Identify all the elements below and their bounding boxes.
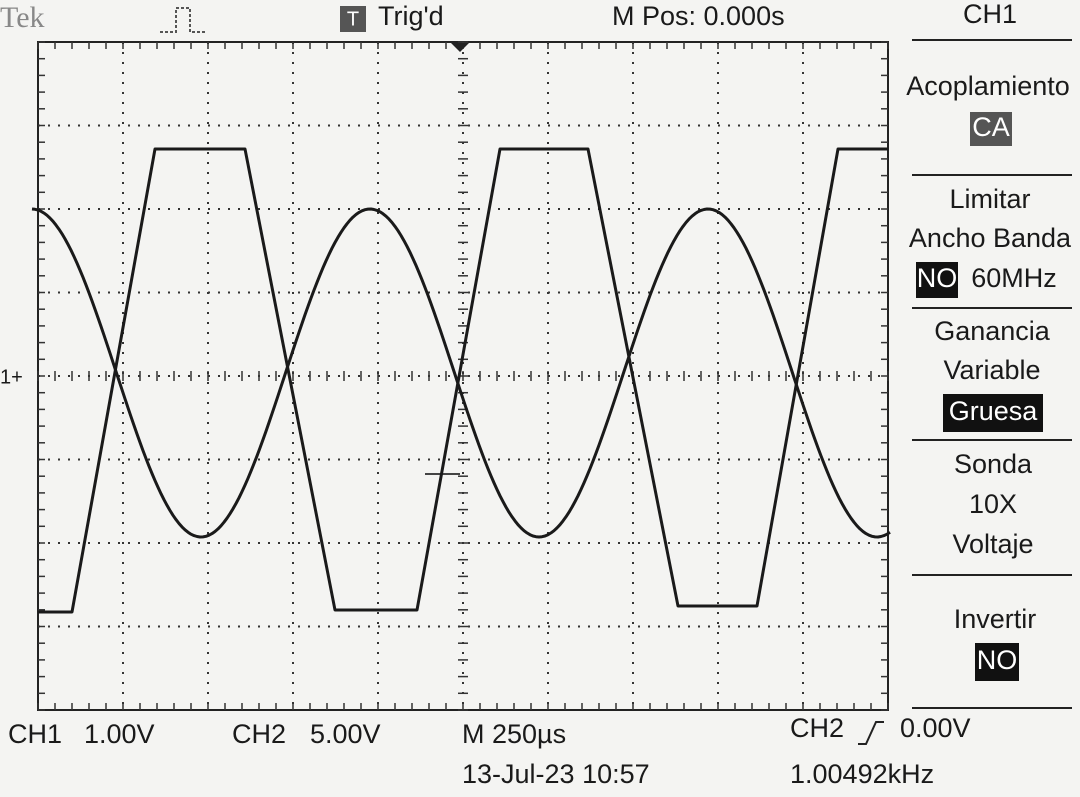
value-box bbox=[975, 643, 1019, 681]
date-time: 13-Jul-23 10:57 bbox=[462, 759, 650, 789]
menu-label[interactable]: 10X bbox=[969, 489, 1017, 519]
value-box bbox=[970, 112, 1012, 146]
brand: Tek bbox=[0, 1, 45, 34]
acquire-icon bbox=[160, 7, 205, 33]
menu-value[interactable]: NO bbox=[917, 263, 958, 293]
trigger-level: 0.00V bbox=[900, 713, 971, 743]
menu-label[interactable]: Voltaje bbox=[952, 529, 1033, 559]
trigger-position-marker bbox=[451, 43, 469, 52]
menu-extra[interactable]: 60MHz bbox=[971, 263, 1057, 293]
menu-label[interactable]: Limitar bbox=[949, 184, 1030, 214]
trigger-source: CH2 bbox=[790, 713, 844, 743]
trigger-status: Trig'd bbox=[378, 1, 444, 31]
frequency: 1.00492kHz bbox=[790, 759, 934, 789]
menu-value[interactable]: CA bbox=[972, 112, 1010, 142]
ch1-label: CH1 bbox=[8, 719, 62, 749]
ch2-waveform bbox=[38, 147, 888, 614]
menu-label[interactable]: Invertir bbox=[954, 604, 1037, 634]
ground-marker: 1+ bbox=[0, 366, 23, 388]
ch1-waveform bbox=[31, 207, 891, 539]
menu-label[interactable]: Acoplamiento bbox=[906, 71, 1070, 101]
ch1-scale: 1.00V bbox=[84, 719, 155, 749]
side-menu: CH1 Acoplamiento CA Limitar Ancho Banda … bbox=[906, 0, 1072, 709]
ch2-label: CH2 bbox=[232, 719, 286, 749]
graticule bbox=[37, 41, 889, 711]
position: M Pos: 0.000s bbox=[612, 1, 785, 31]
menu-label[interactable]: Ancho Banda bbox=[909, 223, 1072, 253]
menu-title: CH1 bbox=[963, 0, 1017, 29]
trigger-icon-box bbox=[340, 6, 366, 32]
rising-edge-icon bbox=[858, 721, 884, 745]
timebase: M 250µs bbox=[462, 719, 566, 749]
menu-value[interactable]: Gruesa bbox=[949, 396, 1039, 426]
trigger-icon: T bbox=[347, 8, 359, 30]
ch2-scale: 5.00V bbox=[310, 719, 381, 749]
menu-label[interactable]: Variable bbox=[943, 355, 1040, 385]
value-box bbox=[916, 262, 958, 298]
value-box bbox=[943, 394, 1043, 432]
menu-value[interactable]: NO bbox=[977, 645, 1018, 675]
menu-label[interactable]: Sonda bbox=[954, 449, 1033, 479]
menu-label[interactable]: Ganancia bbox=[934, 316, 1051, 346]
